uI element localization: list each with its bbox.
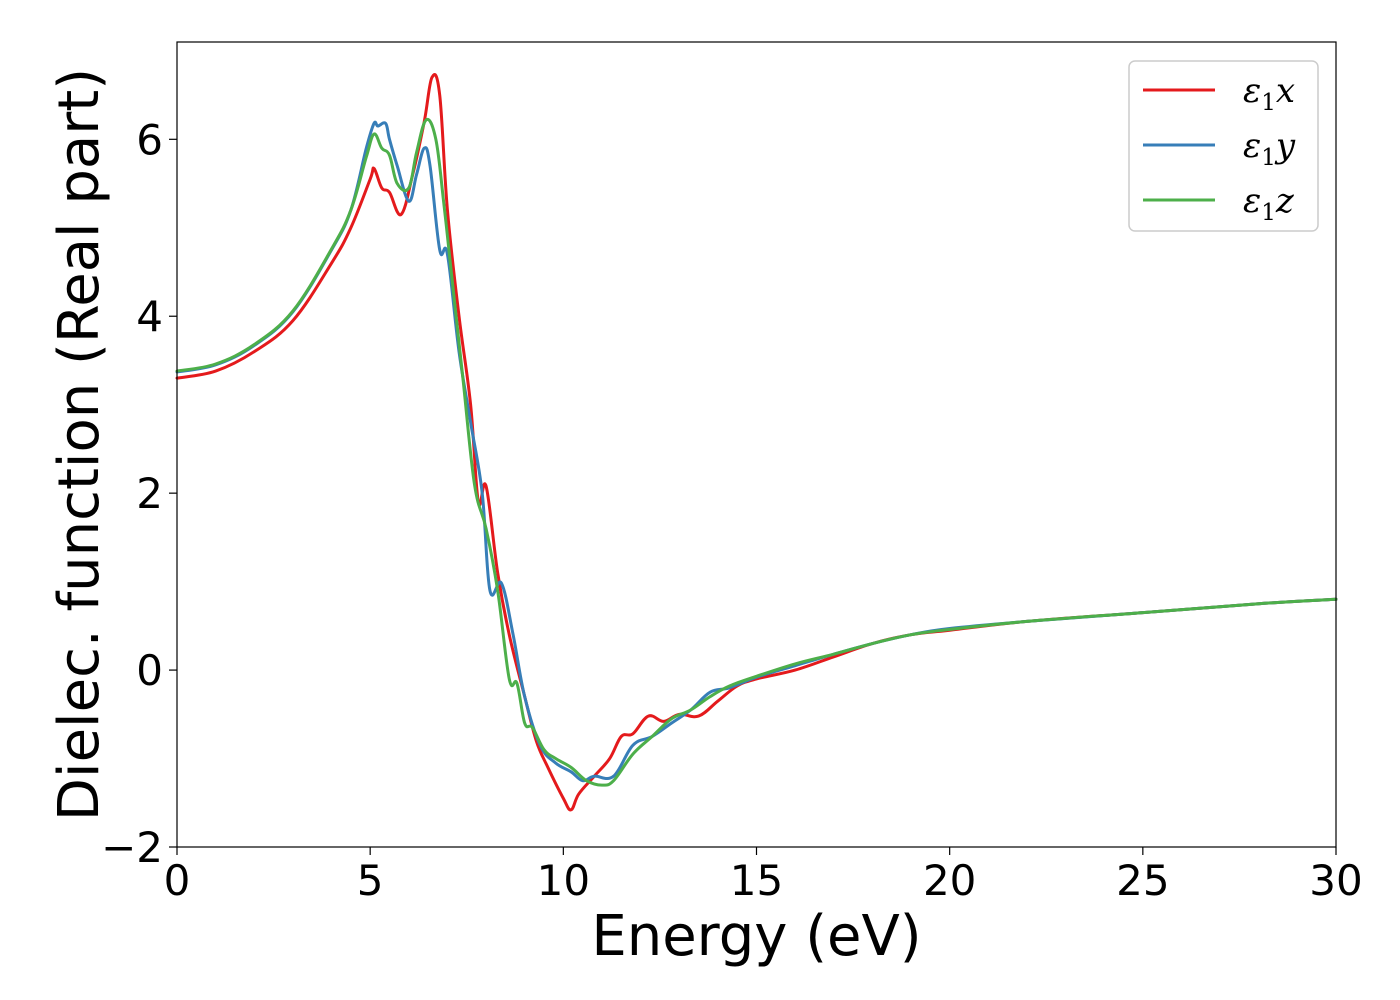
legend-label: ε1x [1243,71,1295,116]
legend-item-x: ε1x [1143,71,1295,116]
y-tick-label: 0 [136,646,163,695]
legend-item-y: ε1y [1143,126,1296,171]
legend-item-z: ε1z [1143,181,1295,226]
x-axis-label: Energy (eV) [591,904,921,969]
legend-items: ε1x ε1y ε1z [1143,71,1296,226]
y-tick-label: −2 [101,823,163,872]
y-tick-label: 6 [136,115,163,164]
x-tick-label: 30 [1309,856,1362,905]
y-tick-label: 2 [136,469,163,518]
y-axis: −2 0 2 4 6 [101,115,177,872]
x-tick-label: 5 [357,856,384,905]
y-axis-label: Dielec. function (Real part) [47,68,112,821]
legend-box [1128,60,1319,232]
x-tick-label: 25 [1116,856,1169,905]
y-tick-label: 4 [136,292,163,341]
series-line-x [175,73,1338,812]
x-tick-label: 15 [730,856,783,905]
x-axis: 0 5 10 15 20 25 30 [164,847,1363,905]
legend-label: ε1y [1243,126,1296,171]
series-layer [175,73,1338,812]
legend: ε1x ε1y ε1z [1128,60,1319,232]
x-tick-label: 10 [537,856,590,905]
x-tick-label: 20 [923,856,976,905]
x-tick-label: 0 [164,856,191,905]
legend-label: ε1z [1243,181,1295,226]
series-line-z [175,117,1338,787]
